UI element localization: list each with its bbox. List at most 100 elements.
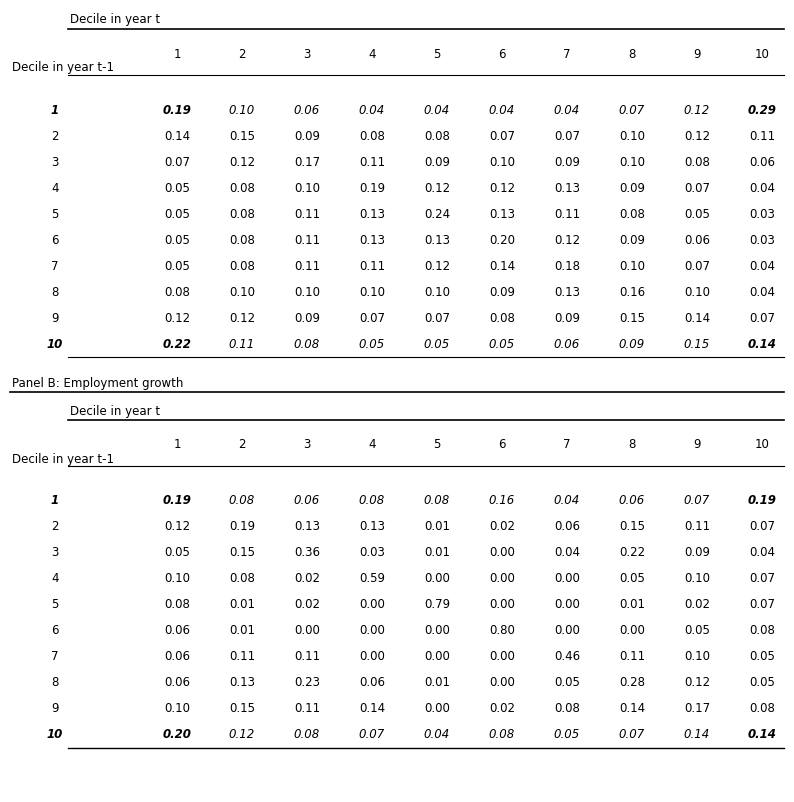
Text: 0.19: 0.19 (229, 520, 255, 533)
Text: 0.02: 0.02 (294, 572, 320, 585)
Text: 0.02: 0.02 (489, 702, 515, 715)
Text: 0.01: 0.01 (424, 520, 450, 533)
Text: 0.08: 0.08 (359, 129, 385, 142)
Text: 0.00: 0.00 (554, 572, 580, 585)
Text: 0.03: 0.03 (749, 207, 775, 221)
Text: 0.06: 0.06 (164, 675, 190, 689)
Text: 0.10: 0.10 (619, 259, 645, 272)
Text: 0.11: 0.11 (619, 650, 645, 662)
Text: 0.09: 0.09 (554, 156, 580, 168)
Text: 0.07: 0.07 (554, 129, 580, 142)
Text: 0.06: 0.06 (164, 650, 190, 662)
Text: 0.05: 0.05 (684, 624, 710, 637)
Text: 0.08: 0.08 (424, 494, 450, 507)
Text: 0.13: 0.13 (554, 286, 580, 298)
Text: 0.14: 0.14 (684, 311, 710, 324)
Text: 0.24: 0.24 (424, 207, 450, 221)
Text: 0.08: 0.08 (229, 207, 255, 221)
Text: 0.05: 0.05 (554, 727, 580, 740)
Text: 0.06: 0.06 (554, 337, 580, 350)
Text: Decile in year t-1: Decile in year t-1 (12, 62, 114, 75)
Text: 0.01: 0.01 (619, 597, 645, 611)
Text: 0.08: 0.08 (424, 129, 450, 142)
Text: 6: 6 (499, 47, 506, 60)
Text: 0.11: 0.11 (229, 650, 255, 662)
Text: 0.05: 0.05 (164, 233, 190, 246)
Text: 0.01: 0.01 (229, 597, 255, 611)
Text: 0.14: 0.14 (489, 259, 515, 272)
Text: 9: 9 (693, 47, 701, 60)
Text: 8: 8 (628, 47, 636, 60)
Text: 0.05: 0.05 (164, 259, 190, 272)
Text: 10: 10 (47, 337, 64, 350)
Text: 0.16: 0.16 (619, 286, 645, 298)
Text: 4: 4 (52, 572, 59, 585)
Text: 0.00: 0.00 (359, 597, 385, 611)
Text: 0.12: 0.12 (684, 129, 710, 142)
Text: 0.11: 0.11 (229, 337, 255, 350)
Text: 0.23: 0.23 (294, 675, 320, 689)
Text: 0.12: 0.12 (424, 181, 450, 194)
Text: 0.59: 0.59 (359, 572, 385, 585)
Text: 0.10: 0.10 (164, 702, 190, 715)
Text: 0.16: 0.16 (489, 494, 515, 507)
Text: 0.04: 0.04 (359, 103, 385, 116)
Text: 0.10: 0.10 (424, 286, 450, 298)
Text: 0.06: 0.06 (164, 624, 190, 637)
Text: 0.19: 0.19 (748, 494, 777, 507)
Text: 0.05: 0.05 (424, 337, 450, 350)
Text: 0.05: 0.05 (749, 650, 775, 662)
Text: 0.12: 0.12 (229, 311, 255, 324)
Text: 0.36: 0.36 (294, 546, 320, 559)
Text: 0.05: 0.05 (489, 337, 515, 350)
Text: 0.04: 0.04 (749, 286, 775, 298)
Text: 0.12: 0.12 (229, 727, 255, 740)
Text: 0.14: 0.14 (164, 129, 190, 142)
Text: 0.13: 0.13 (359, 207, 385, 221)
Text: 1: 1 (173, 47, 181, 60)
Text: 0.19: 0.19 (163, 103, 191, 116)
Text: 0.00: 0.00 (619, 624, 645, 637)
Text: 0.07: 0.07 (684, 181, 710, 194)
Text: 0.08: 0.08 (294, 337, 320, 350)
Text: 0.08: 0.08 (749, 624, 775, 637)
Text: 0.00: 0.00 (359, 650, 385, 662)
Text: 0.12: 0.12 (684, 675, 710, 689)
Text: 0.15: 0.15 (619, 520, 645, 533)
Text: 0.04: 0.04 (424, 103, 450, 116)
Text: 0.10: 0.10 (619, 156, 645, 168)
Text: 0.18: 0.18 (554, 259, 580, 272)
Text: 0.07: 0.07 (619, 727, 645, 740)
Text: 0.10: 0.10 (359, 286, 385, 298)
Text: 0.13: 0.13 (359, 233, 385, 246)
Text: 0.13: 0.13 (359, 520, 385, 533)
Text: 0.13: 0.13 (229, 675, 255, 689)
Text: 0.14: 0.14 (748, 727, 777, 740)
Text: 0.00: 0.00 (489, 675, 515, 689)
Text: 0.07: 0.07 (619, 103, 645, 116)
Text: 0.08: 0.08 (229, 259, 255, 272)
Text: 0.13: 0.13 (489, 207, 515, 221)
Text: 0.01: 0.01 (424, 675, 450, 689)
Text: 0.09: 0.09 (684, 546, 710, 559)
Text: 0.05: 0.05 (554, 675, 580, 689)
Text: 0.08: 0.08 (554, 702, 580, 715)
Text: 0.14: 0.14 (359, 702, 385, 715)
Text: 5: 5 (52, 207, 59, 221)
Text: 7: 7 (563, 47, 571, 60)
Text: 0.07: 0.07 (749, 597, 775, 611)
Text: 4: 4 (368, 438, 376, 451)
Text: 5: 5 (434, 47, 441, 60)
Text: 0.08: 0.08 (229, 233, 255, 246)
Text: 2: 2 (52, 520, 59, 533)
Text: 0.07: 0.07 (749, 311, 775, 324)
Text: 0.19: 0.19 (163, 494, 191, 507)
Text: 0.13: 0.13 (554, 181, 580, 194)
Text: 0.14: 0.14 (748, 337, 777, 350)
Text: 9: 9 (52, 311, 59, 324)
Text: 0.11: 0.11 (359, 259, 385, 272)
Text: 0.05: 0.05 (619, 572, 645, 585)
Text: 8: 8 (52, 286, 59, 298)
Text: 0.07: 0.07 (684, 494, 710, 507)
Text: 0.10: 0.10 (489, 156, 515, 168)
